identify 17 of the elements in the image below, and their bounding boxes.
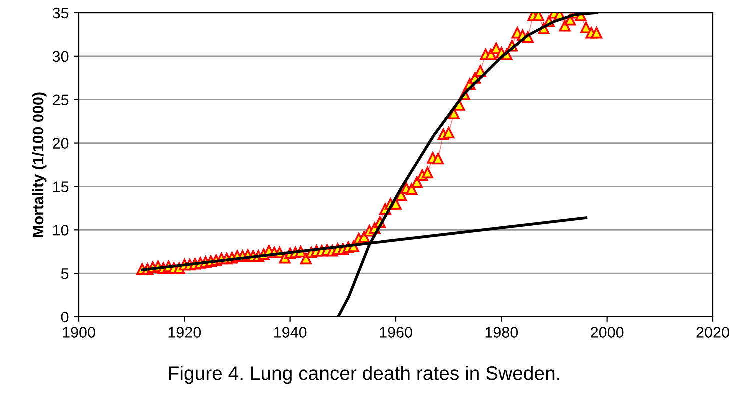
caption: Figure 4. Lung cancer death rates in Sweden. <box>169 366 560 384</box>
x-tick-label: 1980 <box>486 327 518 338</box>
x-tick-label: 2020 <box>696 327 729 338</box>
y-tick-label: 0 <box>61 312 69 323</box>
x-tick-label: 1920 <box>168 327 202 338</box>
y-tick-label: 10 <box>53 225 69 236</box>
y-tick-label: 20 <box>53 138 69 149</box>
y-tick-label: 15 <box>53 182 69 192</box>
y-tick-label: 35 <box>52 8 69 19</box>
y-tick-label: 25 <box>53 94 69 106</box>
x-tick-label: 1900 <box>63 327 96 338</box>
x-tick-label: 2000 <box>591 327 624 338</box>
y-tick-label: 30 <box>52 51 69 62</box>
x-tick-label: 1940 <box>274 327 307 338</box>
y-tick-label: 5 <box>61 268 69 280</box>
x-tick-label: 1960 <box>380 327 412 338</box>
y-axis-title: Mortality (1/100 000) <box>32 92 47 237</box>
